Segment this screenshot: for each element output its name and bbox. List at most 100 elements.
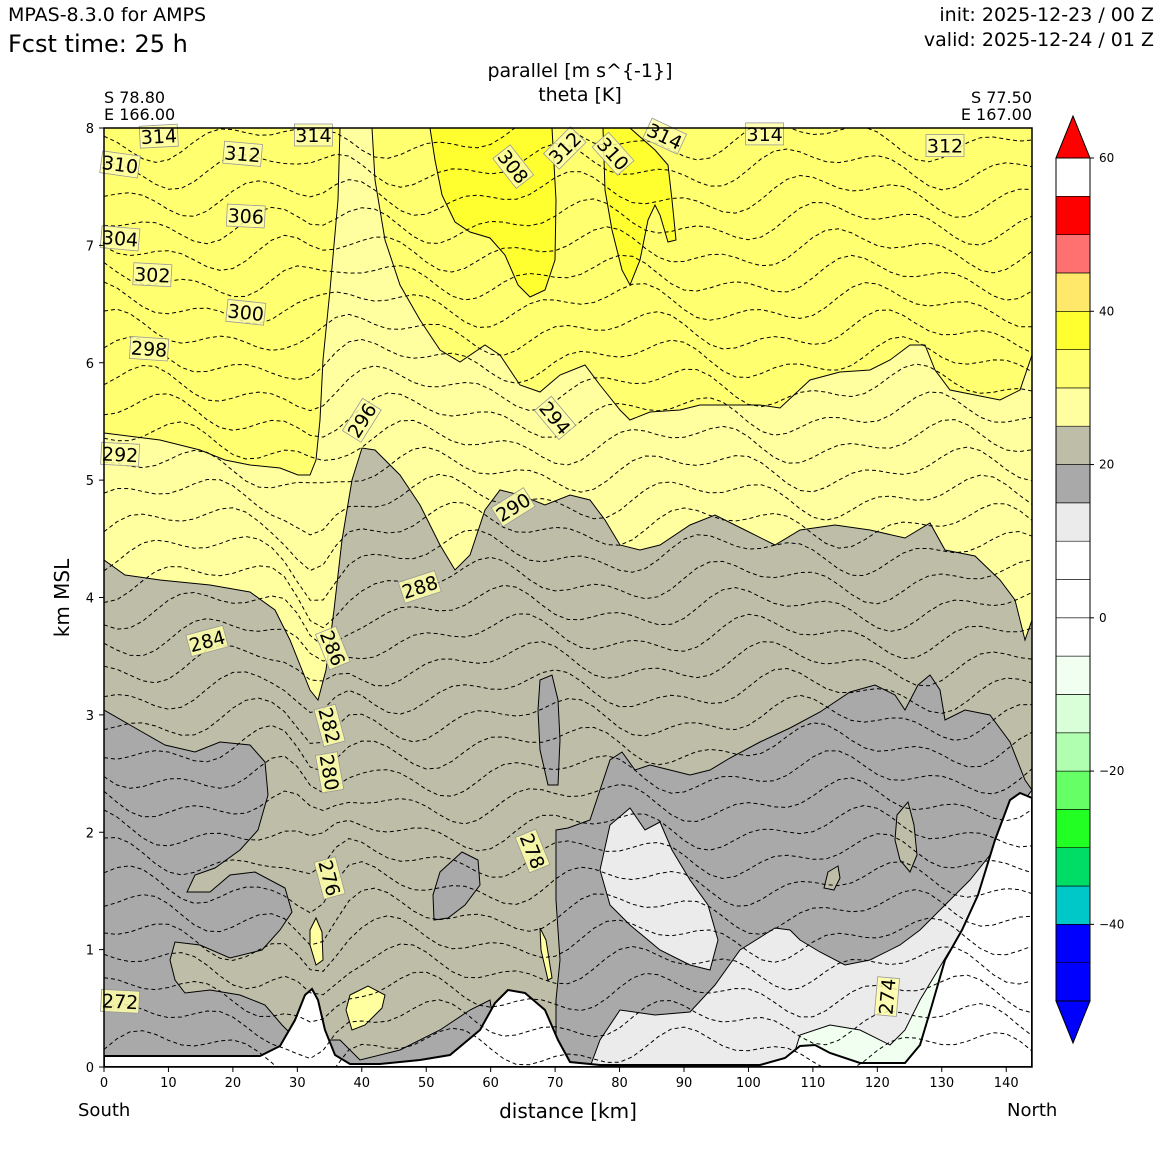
y-tick-label: 0 [86, 1061, 94, 1076]
colorbar-tick-label: 20 [1099, 458, 1114, 472]
colorbar-segment [1055, 502, 1091, 542]
theta-label-276: 276 [313, 856, 346, 900]
y-tick-label: 8 [86, 122, 94, 137]
theta-label-304: 304 [99, 225, 141, 252]
x-tick-label: 0 [100, 1076, 108, 1091]
end-latitude: S 77.50 [970, 88, 1032, 107]
theta-contour-line [104, 473, 1032, 536]
theta-label-text: 304 [101, 227, 139, 252]
colorbar-segment [1055, 617, 1091, 657]
theta-contour-line [104, 171, 1032, 218]
colorbar-segment [1055, 387, 1091, 427]
model-name: MPAS-8.3.0 for AMPS [8, 4, 207, 26]
theta-label-text: 306 [227, 205, 264, 229]
x-tick-label: 90 [676, 1076, 693, 1091]
x-tick-label: 50 [418, 1076, 435, 1091]
colorbar-segment [1055, 540, 1091, 580]
terrain [104, 791, 1032, 1067]
theta-contour-line [104, 722, 1032, 772]
valid-time: valid: 2025-12-24 / 01 Z [923, 29, 1154, 51]
x-tick-label: 20 [225, 1076, 242, 1091]
y-tick-label: 1 [86, 944, 94, 959]
y-tick-label: 7 [86, 239, 94, 254]
theta-label-314: 314 [138, 123, 179, 149]
theta-contour-line [104, 446, 1032, 493]
theta-label-310: 310 [99, 150, 141, 179]
colorbar-over-arrow [1055, 114, 1091, 159]
colorbar-segment [1055, 310, 1091, 350]
theta-label-274: 274 [873, 976, 901, 1017]
colorbar-segment [1055, 924, 1091, 964]
theta-contour-line [104, 971, 1032, 1023]
forecast-time: Fcst time: 25 h [8, 30, 188, 58]
theta-label-272: 272 [100, 988, 141, 1014]
theta-label-314: 314 [293, 123, 333, 147]
theta-contour-line [104, 887, 1032, 946]
start-latitude: S 78.80 [104, 88, 166, 107]
x-tick-label: 80 [611, 1076, 628, 1091]
x-axis: 0 10 20 30 40 50 60 70 80 90 100 110 120 130 140 [100, 1067, 1019, 1091]
theta-label-text: 298 [130, 337, 168, 361]
theta-contour-line [104, 363, 1032, 412]
x-tick-label: 40 [354, 1076, 371, 1091]
theta-label-text: 274 [875, 978, 900, 1016]
x-tick-label: 10 [160, 1076, 177, 1091]
y-axis: 0 1 2 3 4 5 6 7 8 [86, 122, 104, 1076]
fill-band-15-20 [104, 709, 301, 1067]
colorbar-segment [1055, 847, 1091, 887]
theta-contour-line [104, 226, 1032, 274]
theta-label-text: 314 [746, 124, 782, 146]
theta-label-312: 312 [222, 140, 263, 167]
theta-contour-line [104, 943, 1032, 996]
theta-label-text: 310 [100, 152, 139, 179]
theta-label-text: 312 [927, 136, 963, 158]
colorbar-segment [1055, 809, 1091, 849]
x-tick-label: 140 [994, 1076, 1019, 1091]
y-tick-label: 6 [86, 357, 94, 372]
theta-contour-line [104, 667, 1032, 715]
theta-contour-line [104, 833, 1032, 880]
theta-contour-line [104, 1026, 1032, 1067]
theta-contour-line [104, 861, 1032, 914]
theta-contour-line [104, 308, 1032, 356]
colorbar-segment [1055, 732, 1091, 772]
theta-label-302: 302 [132, 262, 173, 288]
fill-band-30-35 [104, 128, 341, 476]
x-tick-label: 110 [800, 1076, 825, 1091]
colorbar-segment [1055, 962, 1091, 1002]
init-time: init: 2025-12-23 / 00 Z [939, 4, 1154, 26]
start-longitude: E 166.00 [104, 105, 176, 124]
end-longitude: E 167.00 [960, 105, 1032, 124]
theta-label-280: 280 [315, 751, 345, 794]
y-tick-label: 2 [86, 826, 94, 841]
theta-contour-line [104, 777, 1032, 825]
y-tick-label: 3 [86, 709, 94, 724]
x-axis-label: distance [km] [499, 1099, 637, 1123]
colorbar-segment [1055, 885, 1091, 925]
theta-label-300: 300 [225, 298, 267, 326]
colorbar-segment [1055, 272, 1091, 312]
x-tick-label: 100 [736, 1076, 761, 1091]
y-tick-label: 5 [86, 474, 94, 489]
theta-contour-line [104, 556, 1032, 629]
theta-contour-line [104, 584, 1032, 647]
north-direction-label: North [1007, 1100, 1058, 1121]
colorbar-segment [1055, 349, 1091, 389]
theta-contour-line [104, 804, 1032, 852]
colorbar-segment [1055, 196, 1091, 235]
x-tick-label: 70 [547, 1076, 564, 1091]
chart-title-line-2: theta [K] [538, 84, 622, 106]
fill-band-20-25-pocket [823, 865, 841, 891]
colorbar-segment [1055, 694, 1091, 734]
theta-label-298: 298 [128, 335, 170, 362]
theta-label-306: 306 [225, 203, 266, 229]
theta-contour-line [104, 419, 1032, 466]
theta-contour-line [104, 694, 1032, 744]
theta-label-text: 300 [227, 300, 265, 326]
theta-contour-line [104, 613, 1032, 662]
theta-label-text: 314 [295, 125, 331, 147]
colorbar-segment [1055, 425, 1091, 465]
x-tick-label: 30 [289, 1076, 306, 1091]
colorbar-under-arrow [1055, 1000, 1091, 1045]
